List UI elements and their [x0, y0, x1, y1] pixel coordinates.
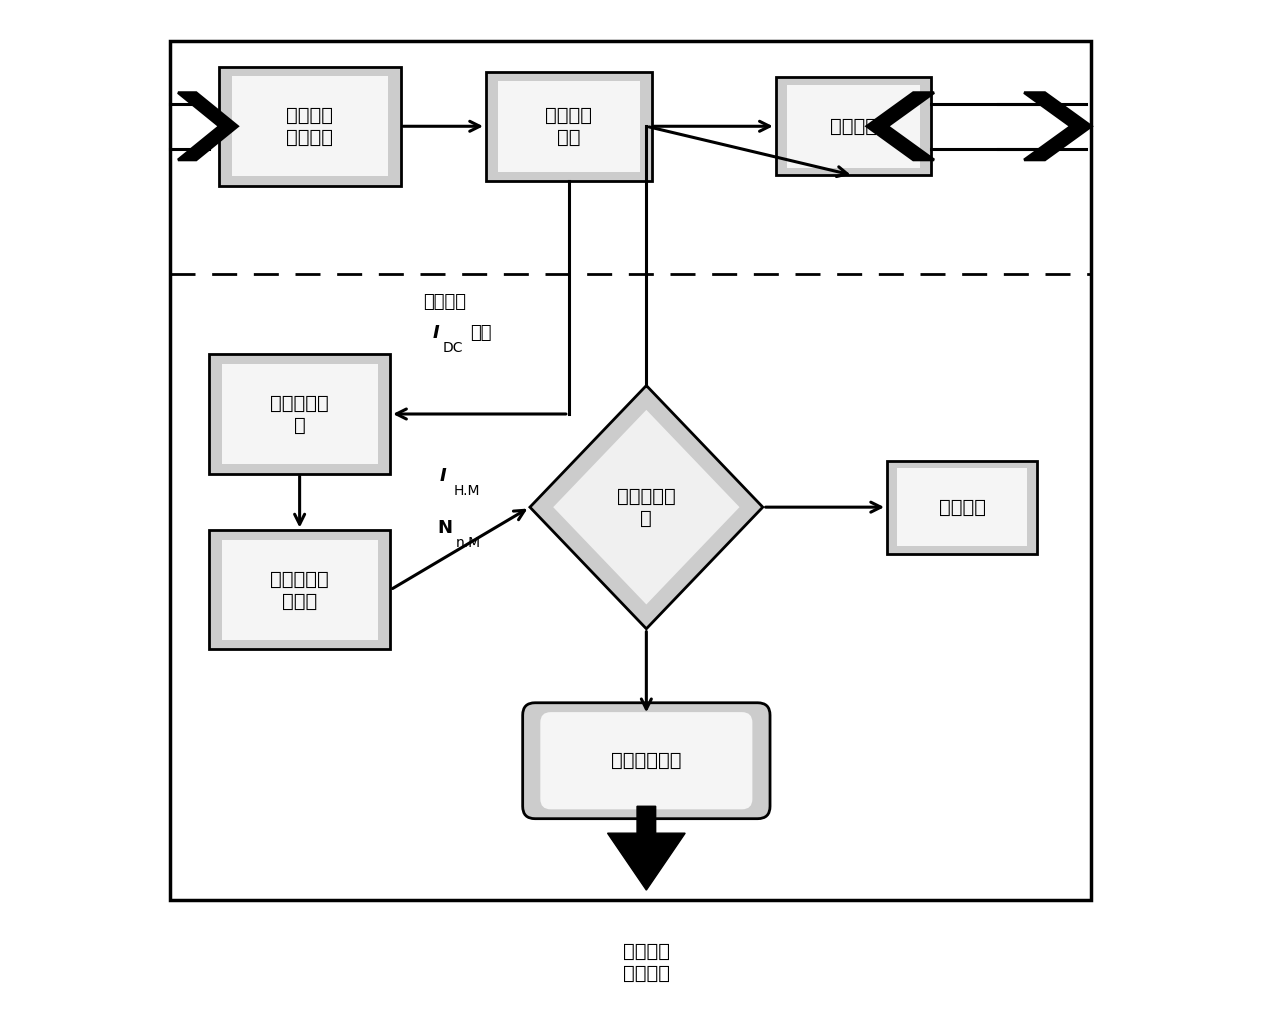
Text: 保护测量单
元: 保护测量单 元 [270, 393, 329, 435]
FancyBboxPatch shape [887, 461, 1037, 554]
Text: I: I [432, 324, 439, 343]
Text: 保护动作单元: 保护动作单元 [611, 751, 682, 770]
Text: 通讯接口: 通讯接口 [829, 117, 876, 136]
FancyBboxPatch shape [497, 81, 640, 172]
Text: 输出保护
动作信号: 输出保护 动作信号 [623, 942, 670, 983]
FancyBboxPatch shape [209, 355, 391, 474]
Polygon shape [178, 93, 238, 159]
Polygon shape [1024, 93, 1091, 159]
Text: 直流电流: 直流电流 [424, 293, 466, 310]
Text: 数据处理
单元: 数据处理 单元 [546, 106, 593, 147]
FancyBboxPatch shape [898, 468, 1027, 546]
FancyBboxPatch shape [541, 712, 752, 809]
Text: 输入: 输入 [471, 324, 492, 343]
Text: n.M: n.M [455, 536, 481, 551]
FancyBboxPatch shape [776, 78, 931, 175]
Polygon shape [530, 386, 763, 628]
FancyBboxPatch shape [221, 364, 378, 464]
Text: H.M: H.M [454, 484, 481, 499]
Text: 保护数据
输入接口: 保护数据 输入接口 [286, 106, 333, 147]
Polygon shape [553, 410, 739, 604]
FancyBboxPatch shape [232, 77, 388, 176]
Text: DC: DC [443, 341, 463, 355]
FancyBboxPatch shape [170, 41, 1091, 900]
FancyBboxPatch shape [221, 540, 378, 640]
FancyBboxPatch shape [209, 530, 391, 650]
Text: 显示单元: 显示单元 [939, 498, 986, 516]
Text: I: I [439, 467, 446, 485]
FancyBboxPatch shape [786, 85, 920, 168]
FancyBboxPatch shape [486, 72, 651, 180]
Polygon shape [866, 93, 934, 159]
FancyBboxPatch shape [219, 67, 401, 186]
FancyBboxPatch shape [523, 703, 770, 819]
FancyArrow shape [608, 806, 686, 890]
Text: 特征谐波计
算单元: 特征谐波计 算单元 [270, 569, 329, 611]
Text: 逻辑判断单
元: 逻辑判断单 元 [617, 486, 675, 528]
Text: N: N [438, 519, 453, 537]
